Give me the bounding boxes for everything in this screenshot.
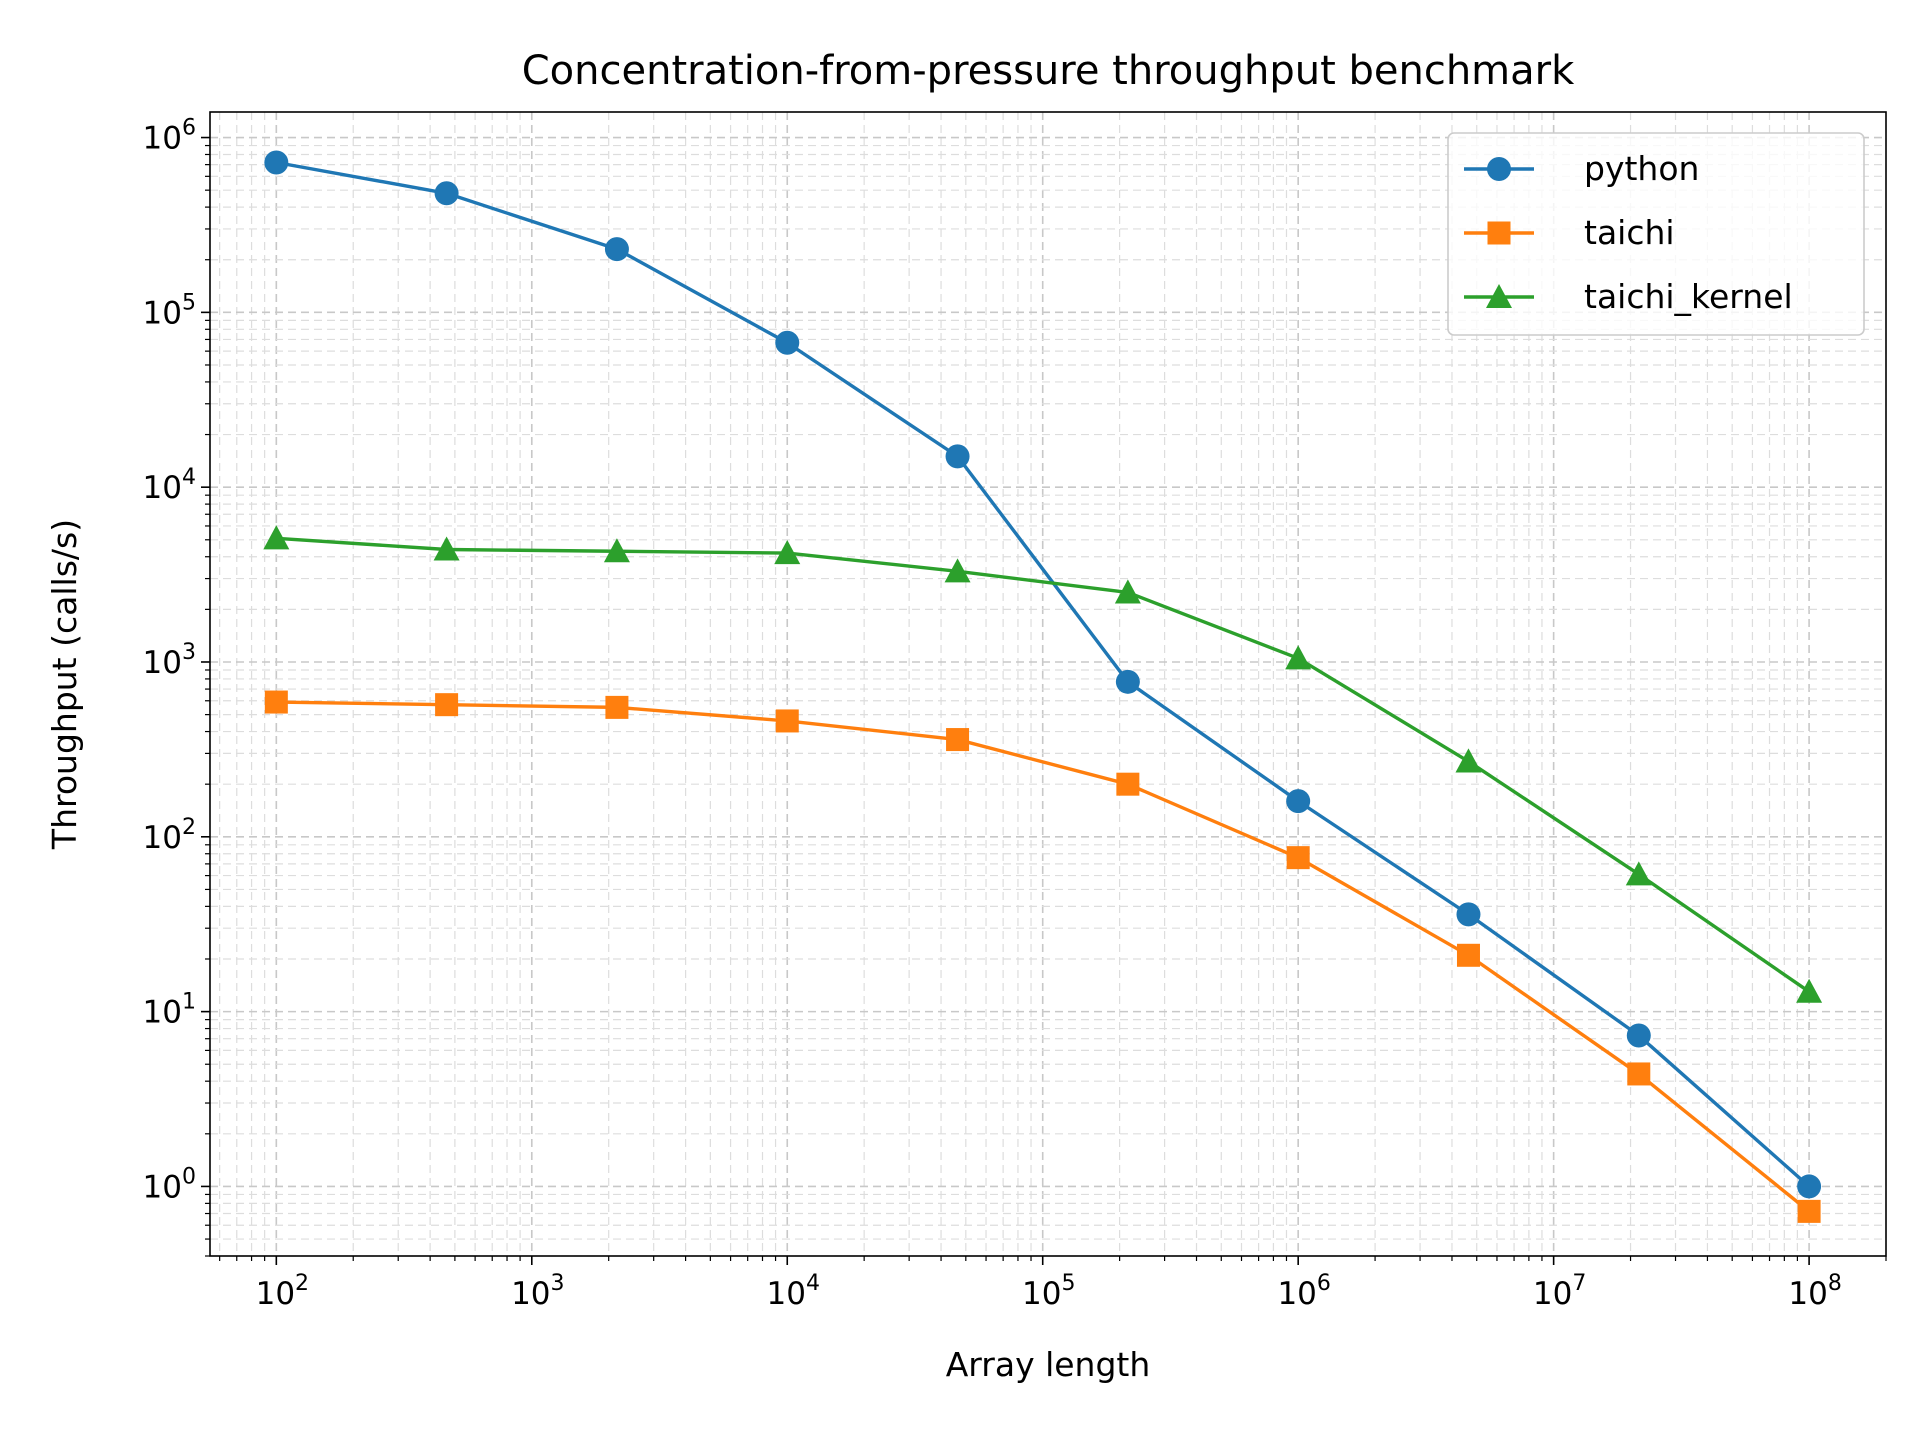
data-point-taichi_kernel	[774, 540, 801, 565]
legend-item-taichi: taichi	[1464, 213, 1675, 252]
data-point-python	[1115, 669, 1140, 694]
y-tick-label: 105	[143, 290, 196, 331]
legend: python taichi taichi_kernel	[1447, 132, 1865, 336]
data-point-python	[1626, 1023, 1651, 1048]
data-point-taichi	[1286, 846, 1310, 870]
x-tick-label-base: 10	[1277, 1276, 1316, 1312]
x-tick-label: 105	[1022, 1271, 1075, 1312]
data-point-taichi	[1797, 1199, 1821, 1223]
y-tick-label-exponent: 4	[182, 465, 196, 490]
data-point-taichi_kernel	[944, 558, 971, 583]
data-point-taichi_kernel	[1455, 748, 1482, 773]
y-tick-label-base: 10	[143, 645, 182, 681]
x-tick-label-base: 10	[1533, 1276, 1572, 1312]
data-point-taichi	[605, 695, 629, 719]
legend-box	[1447, 132, 1865, 336]
x-tick-label-exponent: 2	[295, 1271, 309, 1296]
legend-marker-python	[1487, 157, 1511, 181]
plot-frame	[209, 111, 1887, 1257]
data-point-taichi_kernel	[1114, 579, 1141, 604]
y-tick-label: 100	[143, 1164, 196, 1205]
data-point-python	[434, 181, 459, 206]
y-tick-label-base: 10	[143, 995, 182, 1031]
y-tick-label-exponent: 6	[182, 116, 196, 141]
x-tick-label-exponent: 4	[806, 1271, 820, 1296]
series-line-taichi	[276, 700, 1811, 1213]
y-tick-label-base: 10	[143, 121, 182, 157]
x-tick-label-base: 10	[1788, 1276, 1827, 1312]
x-tick-label: 108	[1788, 1271, 1841, 1312]
y-tick-label: 102	[143, 815, 196, 856]
y-tick-label-base: 10	[143, 1169, 182, 1205]
data-point-taichi_kernel	[263, 525, 290, 550]
legend-item-python: python	[1464, 149, 1699, 188]
x-tick-label-base: 10	[767, 1276, 806, 1312]
x-tick-label-base: 10	[511, 1276, 550, 1312]
chart-title: Concentration-from-pressure throughput b…	[522, 48, 1575, 94]
data-point-taichi_kernel	[1625, 861, 1652, 886]
y-tick-label-base: 10	[143, 295, 182, 331]
series-python	[264, 150, 1822, 1199]
x-tick-label-exponent: 6	[1317, 1271, 1331, 1296]
data-point-taichi	[775, 709, 799, 733]
data-point-taichi	[1456, 943, 1480, 967]
series-line-taichi_kernel	[276, 536, 1811, 994]
y-tick-label-exponent: 2	[182, 815, 196, 840]
x-tick-label-exponent: 8	[1828, 1271, 1842, 1296]
data-point-python	[1797, 1174, 1822, 1199]
x-axis-label: Array length	[946, 1345, 1151, 1384]
legend-marker-taichi	[1487, 221, 1511, 245]
data-point-python	[1456, 902, 1481, 927]
series-taichi	[264, 690, 1821, 1223]
y-tick-label-base: 10	[143, 820, 182, 856]
x-tick-label: 104	[767, 1271, 820, 1312]
ticks: 102 103 104 105 106 107 1081001011021031041051…	[143, 116, 1887, 1312]
data-point-taichi	[435, 693, 459, 717]
x-tick-label: 102	[256, 1271, 309, 1312]
y-tick-label: 103	[143, 640, 196, 681]
data-point-taichi	[264, 690, 288, 714]
y-tick-label-base: 10	[143, 470, 182, 506]
y-tick-label-exponent: 3	[182, 640, 196, 665]
data-point-taichi_kernel	[1285, 645, 1312, 670]
data-point-taichi	[1116, 772, 1140, 796]
legend-label-python: python	[1584, 149, 1699, 188]
data-point-python	[604, 237, 629, 262]
y-tick-label-exponent: 5	[182, 290, 196, 315]
y-axis-label: Throughput (calls/s)	[45, 519, 84, 850]
y-tick-label-exponent: 0	[182, 1164, 196, 1189]
data-point-python	[264, 150, 289, 175]
data-point-taichi_kernel	[1796, 978, 1823, 1003]
y-tick-label: 106	[143, 116, 196, 157]
data-point-taichi	[946, 728, 970, 752]
data-point-python	[945, 444, 970, 469]
y-tick-label: 101	[143, 990, 196, 1031]
y-tick-label-exponent: 1	[182, 990, 196, 1015]
x-tick-label-exponent: 5	[1061, 1271, 1075, 1296]
series-layer	[263, 150, 1823, 1223]
series-taichi_kernel	[263, 525, 1823, 1003]
x-tick-label-base: 10	[1022, 1276, 1061, 1312]
x-tick-label: 106	[1277, 1271, 1330, 1312]
legend-label-taichi_kernel: taichi_kernel	[1584, 277, 1793, 316]
legend-item-taichi_kernel: taichi_kernel	[1464, 277, 1793, 316]
x-tick-label-exponent: 3	[551, 1271, 565, 1296]
legend-marker-taichi_kernel	[1486, 284, 1512, 309]
data-point-python	[775, 330, 800, 355]
legend-label-taichi: taichi	[1584, 213, 1675, 252]
x-tick-label-exponent: 7	[1572, 1271, 1586, 1296]
x-tick-label: 107	[1533, 1271, 1586, 1312]
y-tick-label: 104	[143, 465, 196, 506]
data-point-taichi	[1627, 1062, 1651, 1086]
data-point-taichi_kernel	[433, 536, 460, 561]
series-line-python	[276, 160, 1811, 1188]
data-point-python	[1286, 789, 1311, 814]
x-tick-label: 103	[511, 1271, 564, 1312]
data-point-taichi_kernel	[603, 538, 630, 563]
x-tick-label-base: 10	[256, 1276, 295, 1312]
